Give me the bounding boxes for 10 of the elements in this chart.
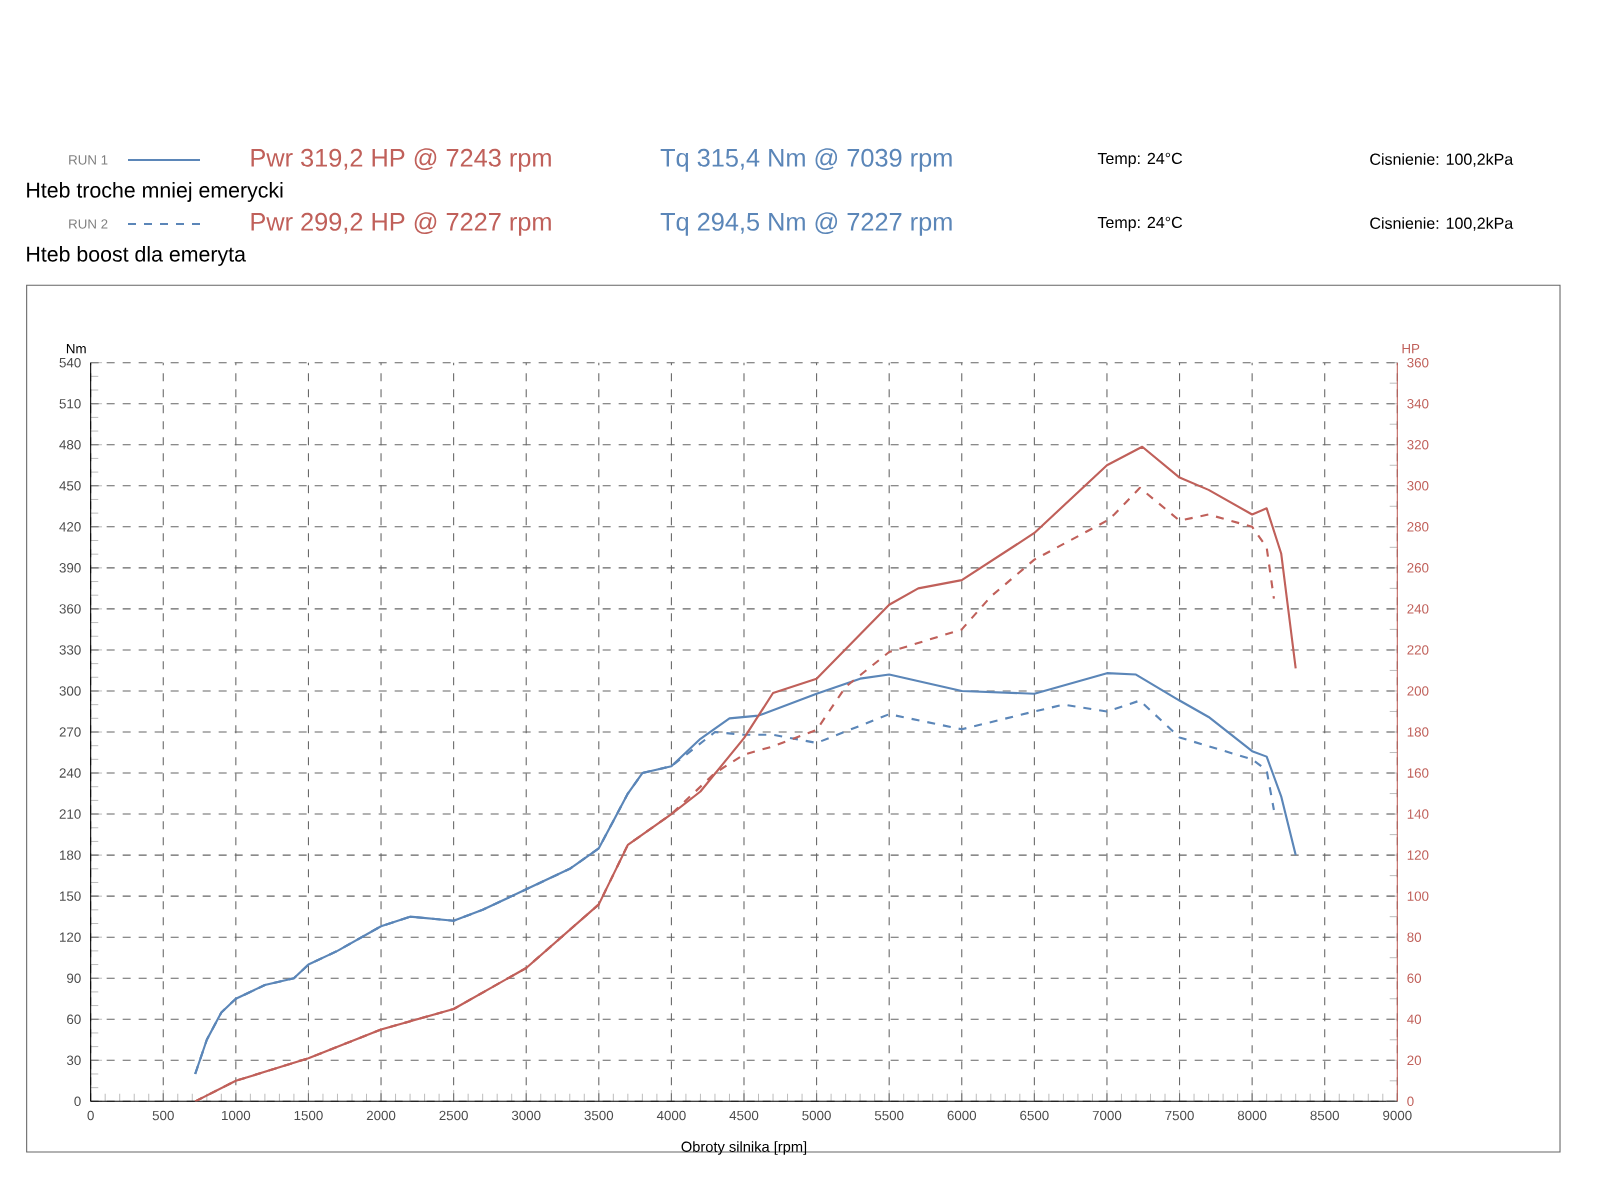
text: Temp: 24°C xyxy=(1097,152,1183,168)
text: Pwr 319,2 HP @ 7243 rpm xyxy=(251,148,551,172)
text: Tq 315,4 Nm @ 7039 rpm xyxy=(660,148,952,172)
text: Pwr 299,2 HP @ 7227 rpm xyxy=(251,212,551,236)
text: Hteb troche mniej emerycki xyxy=(27,182,283,202)
text: Temp: 24°C xyxy=(1097,216,1183,232)
text: Tq 294,5 Nm @ 7227 rpm xyxy=(660,212,952,236)
text: Cisnienie: 100,2kPa xyxy=(1370,153,1514,167)
text: Hteb boost dla emeryta xyxy=(27,246,246,266)
text: Cisnienie: 100,2kPa xyxy=(1370,217,1514,231)
